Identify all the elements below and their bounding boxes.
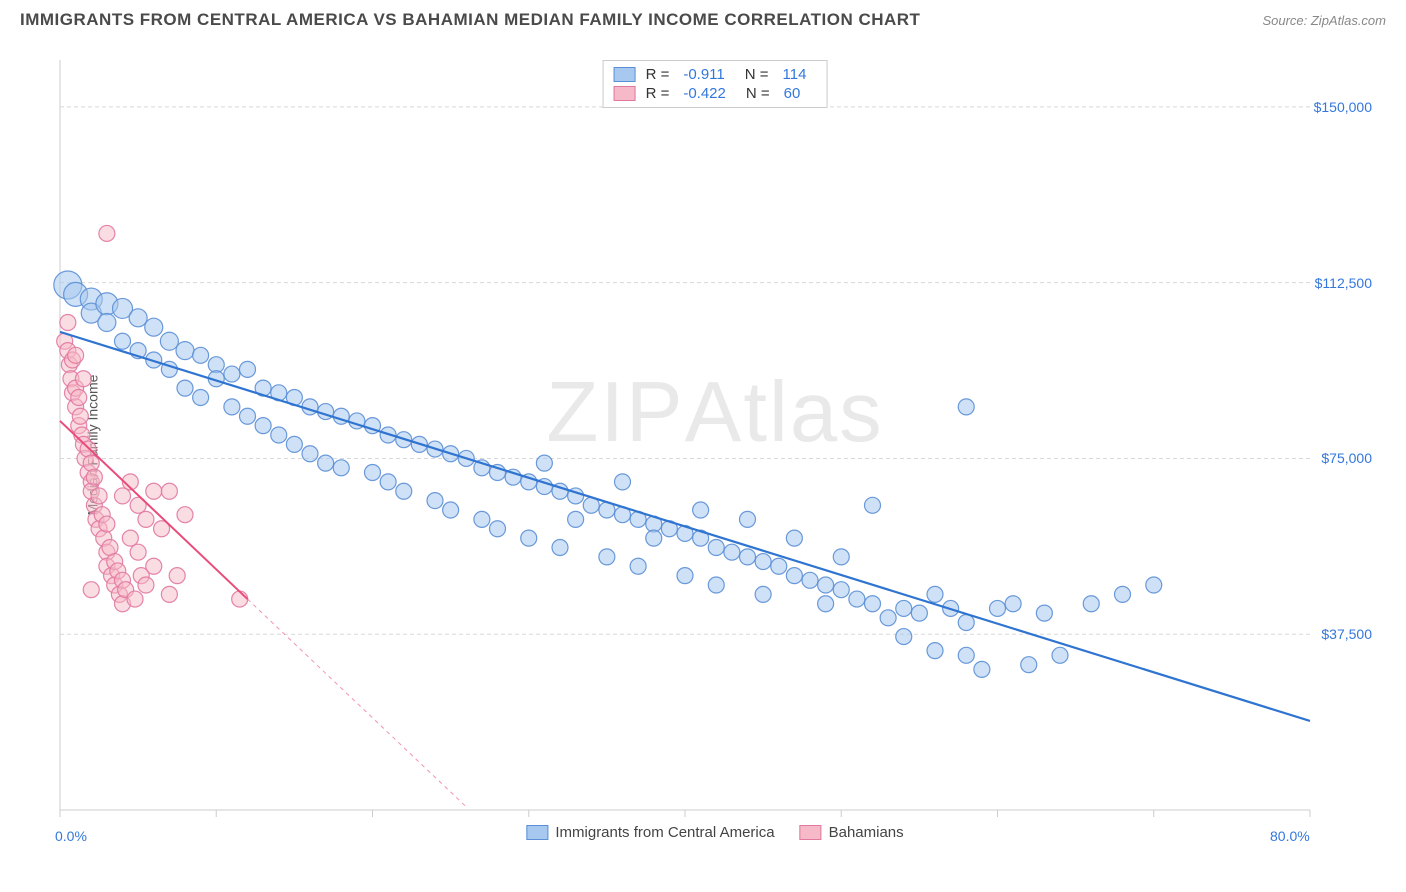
bottom-legend-item: Bahamians bbox=[800, 824, 904, 841]
stat-legend: R =-0.911 N =114 R =-0.422 N =60 bbox=[603, 60, 828, 108]
chart-source: Source: ZipAtlas.com bbox=[1262, 13, 1386, 28]
legend-swatch bbox=[614, 67, 636, 82]
stat-legend-row: R =-0.911 N =114 bbox=[614, 65, 817, 84]
legend-swatch bbox=[800, 825, 822, 840]
chart-title: IMMIGRANTS FROM CENTRAL AMERICA VS BAHAM… bbox=[20, 10, 920, 30]
x-tick-label: 80.0% bbox=[1270, 828, 1310, 844]
y-tick-label: $37,500 bbox=[1321, 626, 1372, 642]
bottom-legend-item: Immigrants from Central America bbox=[526, 824, 774, 841]
bottom-legend: Immigrants from Central America Bahamians bbox=[520, 822, 909, 843]
stat-legend-row: R =-0.422 N =60 bbox=[614, 84, 817, 103]
y-tick-label: $112,500 bbox=[1315, 275, 1372, 291]
legend-swatch bbox=[614, 86, 636, 101]
y-tick-label: $75,000 bbox=[1321, 450, 1372, 466]
legend-swatch bbox=[526, 825, 548, 840]
chart-area: Median Family Income ZIPAtlas R =-0.911 … bbox=[50, 50, 1380, 840]
chart-header: IMMIGRANTS FROM CENTRAL AMERICA VS BAHAM… bbox=[0, 0, 1406, 35]
x-tick-label: 0.0% bbox=[55, 828, 87, 844]
y-tick-label: $150,000 bbox=[1314, 99, 1372, 115]
scatter-plot bbox=[50, 50, 1380, 840]
